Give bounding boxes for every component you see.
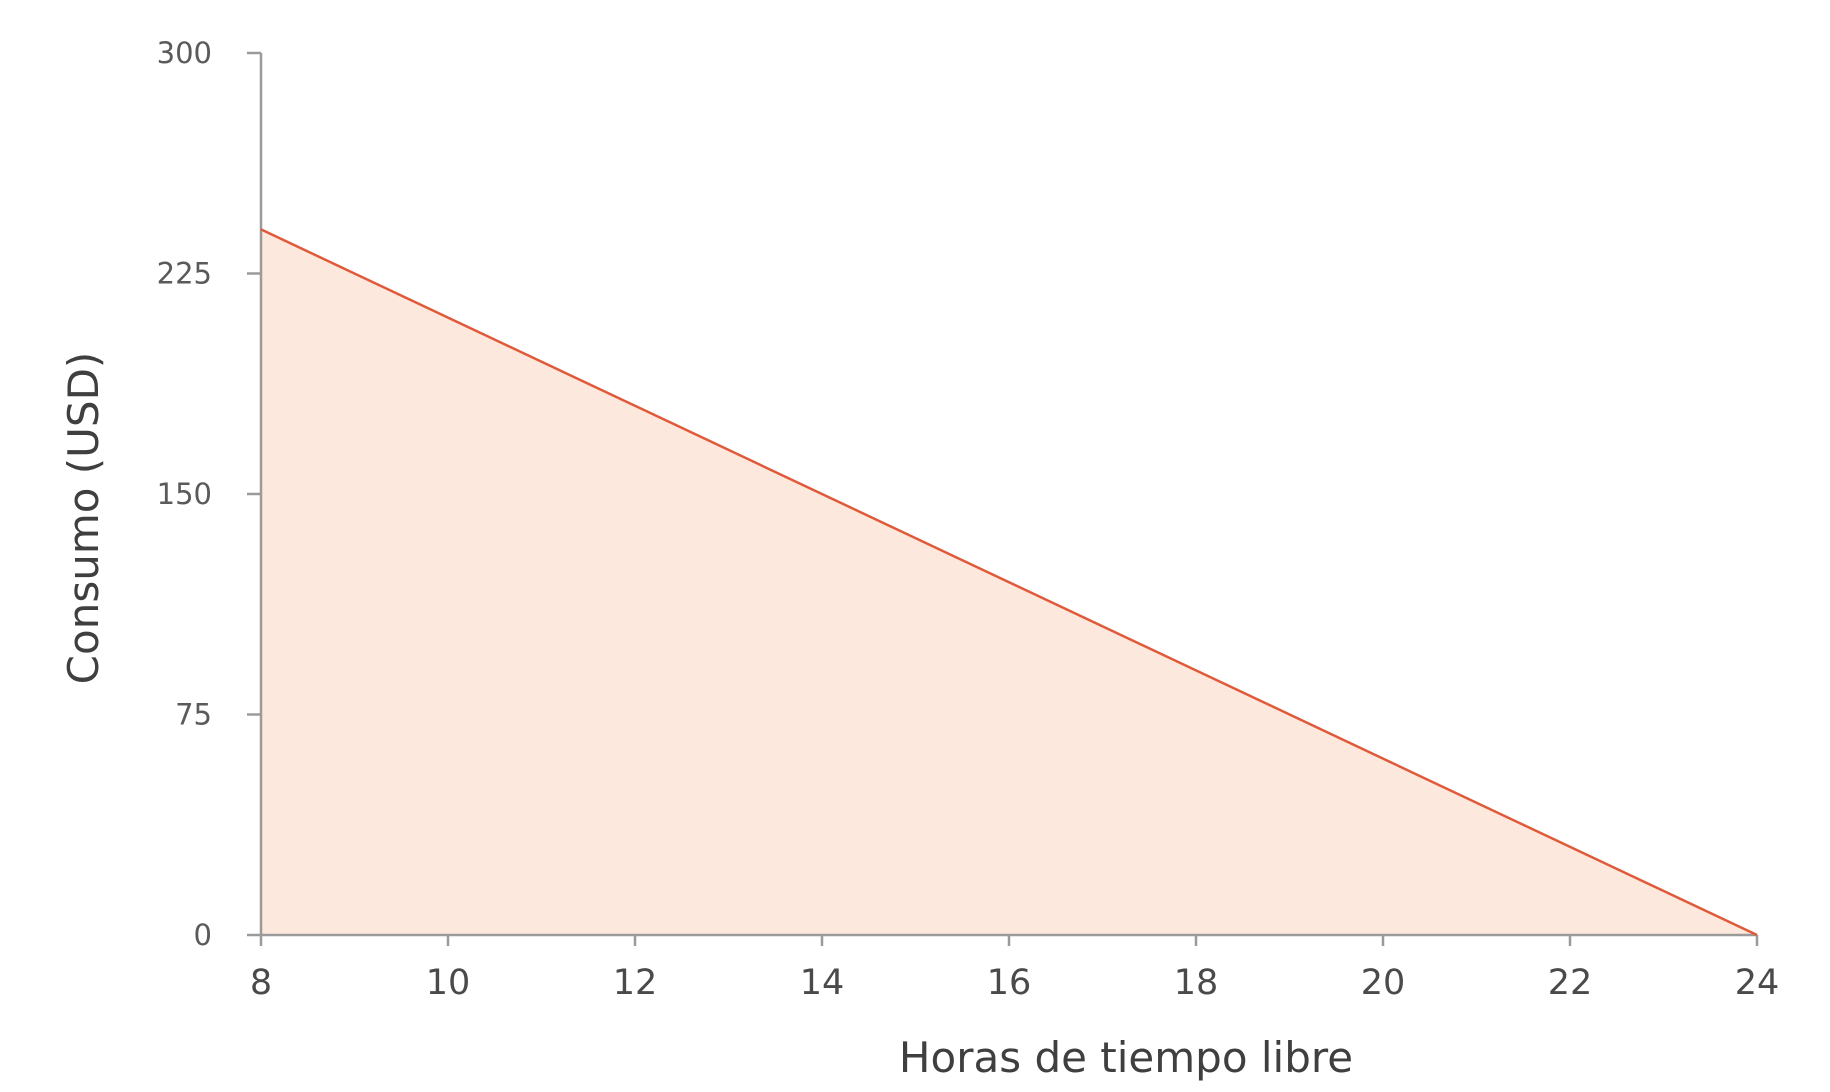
budget-line: [260, 228, 1758, 937]
y-tick-label: 150: [157, 477, 212, 511]
x-axis-title: Horas de tiempo libre: [899, 1033, 1353, 1082]
x-tick-label: 18: [1174, 963, 1219, 1003]
y-tick-label: 300: [157, 36, 212, 70]
y-tick-label: 225: [157, 257, 212, 291]
x-tick-label: 20: [1361, 963, 1406, 1003]
y-tick-label: 0: [194, 918, 212, 952]
x-tick-label: 8: [250, 963, 272, 1003]
series-layer: [260, 228, 1758, 937]
x-tick-label: 14: [800, 963, 845, 1003]
x-ticks: 8 10 12 14 16 18 20 22 24: [250, 935, 1779, 1003]
y-ticks: 0 75 150 225 300: [157, 36, 261, 952]
y-axis-title: Consumo (USD): [59, 352, 108, 685]
x-tick-label: 16: [987, 963, 1032, 1003]
x-tick-label: 22: [1548, 963, 1593, 1003]
x-tick-label: 12: [613, 963, 658, 1003]
x-tick-label: 24: [1735, 963, 1780, 1003]
y-tick-label: 75: [175, 698, 212, 732]
x-tick-label: 10: [426, 963, 471, 1003]
